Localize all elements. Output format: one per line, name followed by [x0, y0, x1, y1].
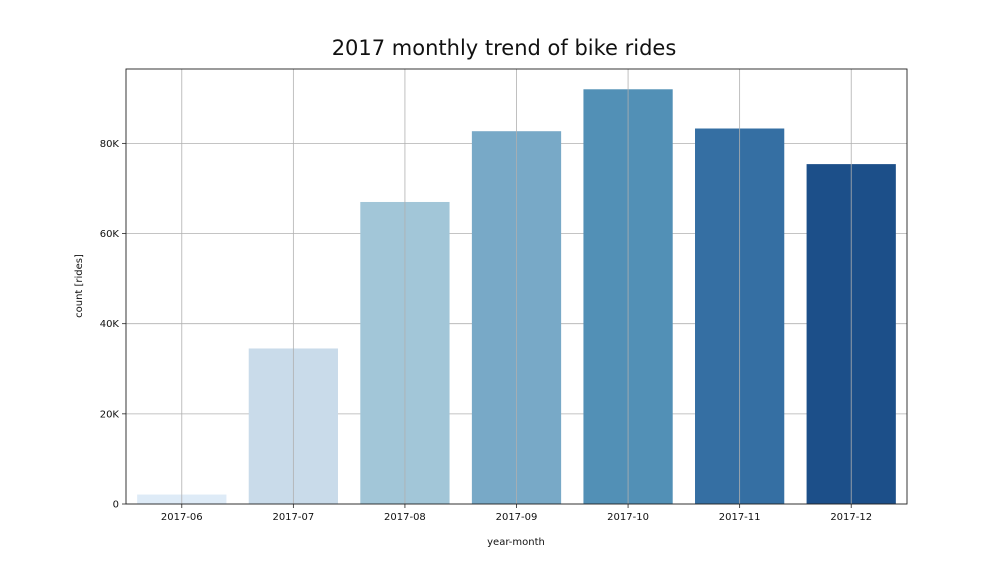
- x-grid-layer: [181, 69, 852, 504]
- x-axis-label: year-month: [487, 537, 545, 548]
- y-tick-label: 60K: [100, 229, 120, 240]
- y-axis-label: count [rides]: [74, 254, 85, 318]
- x-tick-label: 2017-11: [719, 512, 761, 523]
- x-tick-label: 2017-07: [272, 512, 314, 523]
- y-tick-label: 20K: [100, 409, 120, 420]
- y-tick-label: 80K: [100, 139, 120, 150]
- y-tick-label: 0: [113, 500, 119, 511]
- x-tick-label: 2017-06: [161, 512, 203, 523]
- chart-title: 2017 monthly trend of bike rides: [331, 36, 677, 60]
- y-tick-label: 40K: [100, 319, 120, 330]
- plot-frame: [125, 68, 908, 505]
- x-tick-label: 2017-10: [607, 512, 649, 523]
- x-tick-label: 2017-12: [830, 512, 872, 523]
- axis-layer: 0 20K 40K 60K 80K 2017-06 2017-07 2017-08 2017-0…: [100, 68, 908, 523]
- x-tick-label: 2017-09: [496, 512, 538, 523]
- x-tick-label: 2017-08: [384, 512, 426, 523]
